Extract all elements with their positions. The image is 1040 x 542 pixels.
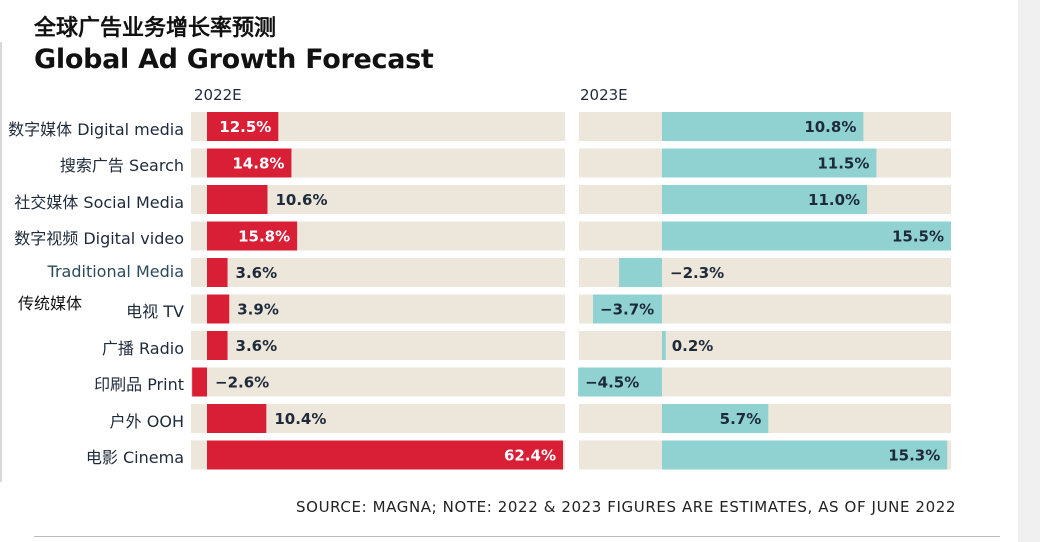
bar-track bbox=[191, 331, 565, 360]
category-label-cn: 数字视频 bbox=[14, 229, 79, 248]
bar-2023 bbox=[662, 331, 666, 360]
value-label-2023: −4.5% bbox=[585, 374, 639, 392]
bar-2023 bbox=[662, 148, 877, 178]
bar-2022 bbox=[207, 112, 279, 141]
category-label: Traditional Media bbox=[48, 262, 184, 281]
bottom-rule bbox=[34, 536, 1000, 537]
value-label-2022: 10.4% bbox=[274, 410, 326, 428]
category-label-en: Radio bbox=[139, 338, 184, 358]
category-label: 社交媒体 Social Media bbox=[14, 189, 184, 213]
bar-2022 bbox=[207, 440, 563, 470]
source-note: SOURCE: MAGNA; NOTE: 2022 & 2023 FIGURES… bbox=[296, 498, 956, 516]
bar-2022 bbox=[207, 404, 267, 433]
bar-2022 bbox=[207, 148, 292, 178]
category-label-cn: 数字媒体 bbox=[8, 119, 73, 139]
bar-2022 bbox=[207, 294, 230, 324]
category-label: 电影 Cinema bbox=[86, 444, 184, 468]
value-label-2022: 12.5% bbox=[219, 118, 271, 136]
category-label-en: Digital video bbox=[83, 229, 184, 248]
value-label-2022: 3.6% bbox=[236, 264, 278, 282]
bar-2023 bbox=[578, 367, 662, 397]
value-label-2023: 5.7% bbox=[720, 410, 762, 428]
value-label-2023: 0.2% bbox=[672, 337, 714, 355]
value-label-2023: 15.5% bbox=[892, 228, 944, 246]
value-label-2023: 15.3% bbox=[888, 447, 940, 465]
bar-2022 bbox=[207, 221, 298, 251]
category-label-en: Search bbox=[129, 156, 184, 175]
category-label-en: OOH bbox=[146, 411, 184, 431]
category-label: 印刷品 Print bbox=[94, 371, 184, 395]
category-label-en: TV bbox=[163, 302, 184, 321]
category-label: 户外 OOH bbox=[110, 408, 184, 432]
series-label-2022: 2022E bbox=[194, 86, 242, 104]
right-edge-strip bbox=[1018, 0, 1040, 542]
bar-track bbox=[579, 331, 951, 360]
value-label-2023: 10.8% bbox=[804, 118, 856, 136]
category-label-cn: 电影 bbox=[85, 448, 118, 467]
category-label: 电视 TV bbox=[126, 298, 184, 322]
value-label-2022: 15.8% bbox=[238, 228, 290, 246]
bar-2023 bbox=[593, 294, 662, 324]
bar-2023 bbox=[662, 112, 864, 141]
category-label-cn: 搜索广告 bbox=[59, 156, 124, 175]
category-label-en: Digital media bbox=[77, 119, 184, 139]
category-label-cn: 印刷品 bbox=[94, 375, 143, 394]
category-label-en: Social Media bbox=[83, 192, 184, 212]
bar-2022 bbox=[192, 367, 207, 397]
category-label-cn: 广播 bbox=[101, 338, 134, 358]
bar-track bbox=[191, 367, 565, 397]
value-label-2022: 62.4% bbox=[504, 447, 556, 465]
bar-2023 bbox=[662, 440, 948, 470]
series-label-2023: 2023E bbox=[580, 86, 628, 104]
left-rule bbox=[0, 42, 2, 482]
bar-2023 bbox=[662, 404, 769, 433]
value-label-2023: 11.5% bbox=[817, 155, 869, 173]
category-label-en: Traditional Media bbox=[47, 261, 184, 281]
value-label-2023: −2.3% bbox=[670, 264, 724, 282]
category-label: 广播 Radio bbox=[102, 335, 184, 359]
value-label-2022: 3.9% bbox=[237, 301, 279, 319]
category-label-cn: 社交媒体 bbox=[14, 192, 79, 212]
bar-track bbox=[191, 258, 565, 287]
chart-title-cn: 全球广告业务增长率预测 bbox=[34, 16, 277, 41]
bar-2022 bbox=[207, 185, 268, 214]
category-label: 数字视频 Digital video bbox=[14, 225, 184, 249]
value-label-2022: −2.6% bbox=[215, 374, 269, 392]
bar-2023 bbox=[619, 258, 662, 287]
value-label-2022: 3.6% bbox=[236, 337, 278, 355]
bar-2022 bbox=[207, 331, 228, 360]
value-label-2022: 10.6% bbox=[275, 191, 327, 209]
category-label-en: Print bbox=[147, 375, 184, 394]
bar-2023 bbox=[662, 185, 868, 214]
value-label-2023: 11.0% bbox=[808, 191, 860, 209]
category-label-cn: 电视 bbox=[126, 302, 159, 321]
bar-track bbox=[191, 294, 565, 324]
category-label-en: Cinema bbox=[123, 448, 184, 467]
bar-2023 bbox=[662, 221, 951, 251]
category-label: 数字媒体 Digital media bbox=[8, 116, 184, 140]
bar-2022 bbox=[207, 258, 228, 287]
group-label-traditional: 传统媒体 bbox=[18, 294, 83, 313]
value-label-2023: −3.7% bbox=[600, 301, 654, 319]
category-label-cn: 户外 bbox=[109, 411, 142, 431]
chart-title-en: Global Ad Growth Forecast bbox=[34, 44, 434, 75]
value-label-2022: 14.8% bbox=[232, 155, 284, 173]
category-label: 搜索广告 Search bbox=[60, 152, 184, 176]
